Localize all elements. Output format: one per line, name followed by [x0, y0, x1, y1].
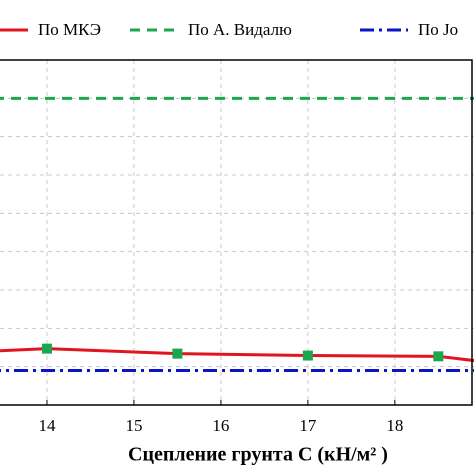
x-tick-label: 14: [38, 416, 56, 435]
point: [302, 350, 313, 361]
x-axis-label: Сцепление грунта C (кН/м² ): [128, 444, 388, 466]
x-tick-label: 15: [125, 416, 142, 435]
x-tick-label: 16: [212, 416, 229, 435]
plot-frame: [0, 59, 473, 406]
legend-label: По А. Видалю: [188, 20, 292, 39]
legend-label: По МКЭ: [38, 20, 101, 39]
grid: [0, 60, 474, 405]
series-line: [0, 347, 474, 363]
x-tick-label: 17: [299, 416, 317, 435]
point: [41, 343, 52, 354]
point: [433, 351, 444, 362]
legend-label: По Jo: [418, 20, 458, 39]
plot-area: [0, 96, 474, 372]
x-tick-label: 18: [386, 416, 403, 435]
point: [172, 348, 183, 359]
legend: По МКЭ По А. Видалю По Jo: [0, 20, 458, 39]
